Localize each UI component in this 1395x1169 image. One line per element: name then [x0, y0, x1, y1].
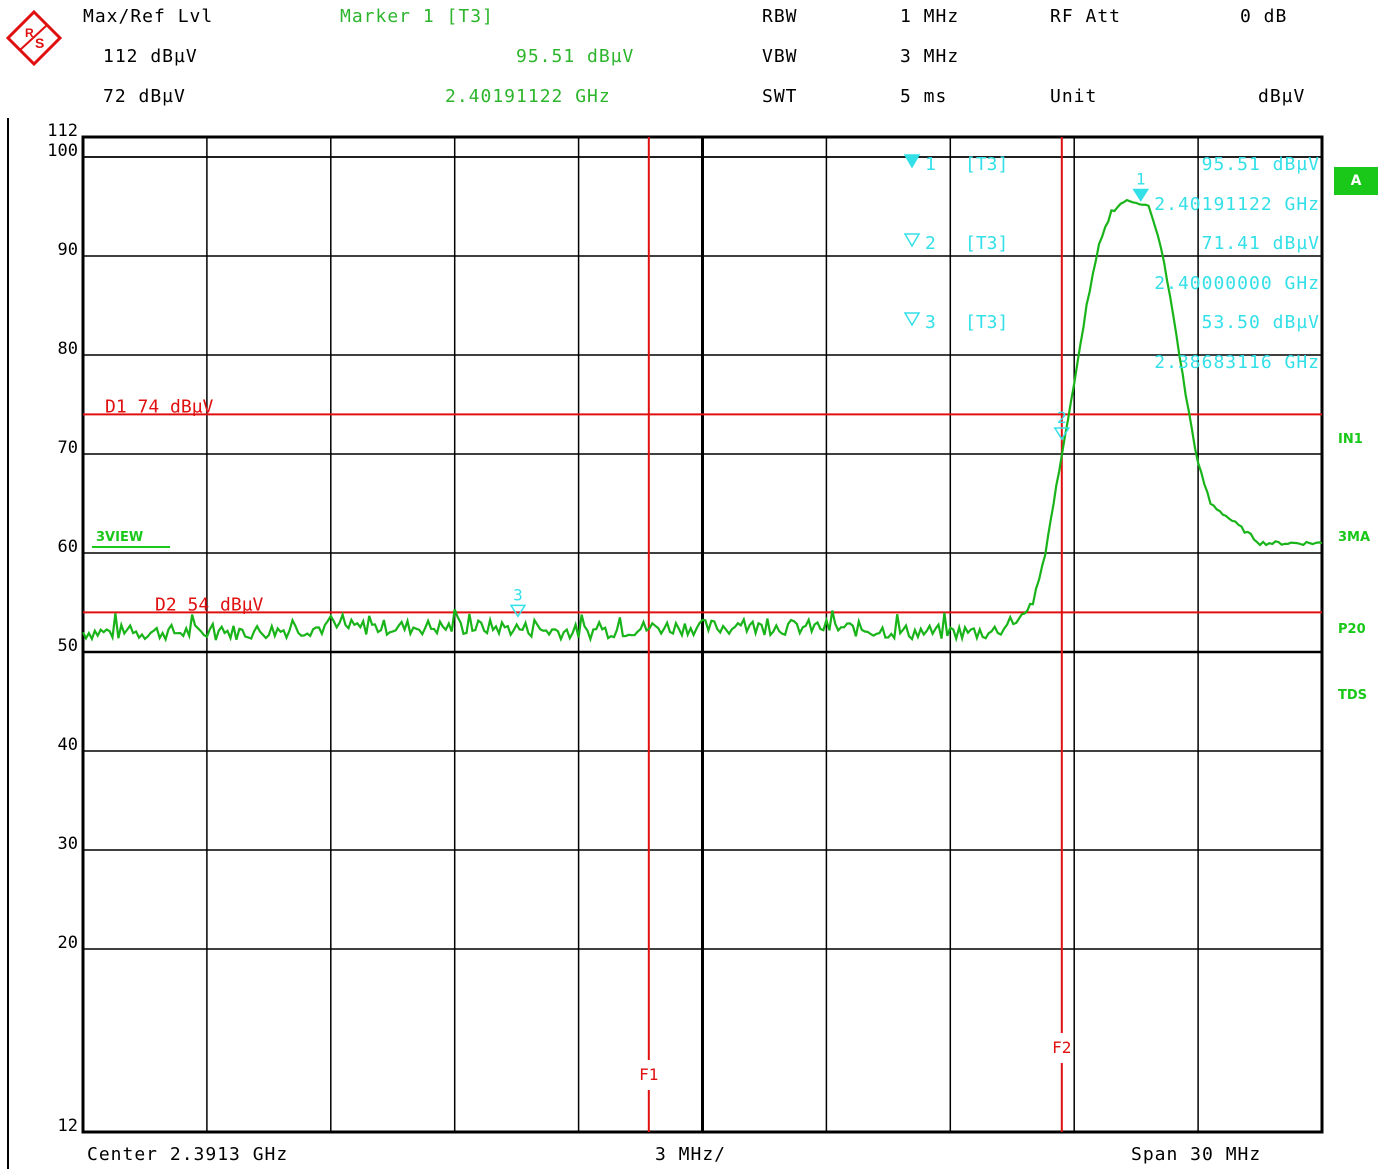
rf-att-value: 0 dB [1240, 6, 1288, 27]
marker-table-symbol [903, 154, 921, 169]
vbw-label: VBW [762, 46, 798, 67]
frequency-line-label: F1 [639, 1065, 658, 1084]
y-tick-label: 20 [58, 933, 78, 953]
swt-label: SWT [762, 86, 798, 107]
marker-table-tag: [T3] [965, 312, 1008, 333]
unit-label: Unit [1050, 86, 1098, 107]
marker-2-number: 2 [1057, 408, 1067, 427]
marker-frequency-value: 2.40191122 GHz [445, 86, 611, 107]
frequency-line-label: F2 [1052, 1038, 1071, 1057]
trace-a-badge: A [1334, 167, 1378, 195]
mode-label: 3MA [1338, 530, 1371, 545]
svg-text:S: S [35, 35, 44, 51]
input-label: IN1 [1338, 432, 1363, 447]
marker-table-frequency: 2.40000000 GHz [1154, 273, 1320, 294]
marker-table-level: 71.41 dBµV [1202, 233, 1320, 254]
marker-1-symbol [1132, 188, 1150, 202]
y-tick-label: 60 [58, 537, 78, 557]
marker-table-frequency: 2.38683116 GHz [1154, 352, 1320, 373]
ref-level-label: Max/Ref Lvl [83, 6, 214, 27]
vbw-value: 3 MHz [900, 46, 960, 67]
marker-3-symbol [509, 604, 527, 618]
tds-label: TDS [1338, 688, 1368, 703]
marker-table-level: 53.50 dBµV [1202, 312, 1320, 333]
marker-table-id: 3 [925, 312, 936, 333]
marker-table-symbol [903, 312, 921, 327]
span-per-division: 3 MHz/ [655, 1144, 727, 1165]
y-tick-label: 100 [47, 141, 78, 161]
ref-level-value: 112 dBµV [103, 46, 198, 67]
left-border-line [7, 118, 9, 1169]
trace-line [82, 198, 1323, 643]
center-frequency: Center 2.3913 GHz [87, 1144, 289, 1165]
marker-table-tag: [T3] [965, 154, 1008, 175]
marker-label: Marker 1 [T3] [340, 6, 494, 27]
marker-1-number: 1 [1136, 169, 1146, 188]
rf-att-label: RF Att [1050, 6, 1122, 27]
marker-table-frequency: 2.40191122 GHz [1154, 194, 1320, 215]
y-tick-label: 80 [58, 339, 78, 359]
swt-value: 5 ms [900, 86, 948, 107]
marker-table-id: 2 [925, 233, 936, 254]
span-value: Span 30 MHz [1131, 1144, 1262, 1165]
y-tick-label: 70 [58, 438, 78, 458]
rohde-schwarz-logo: R S [5, 9, 63, 70]
y-tick-label: 90 [58, 240, 78, 260]
display-line-label: D1 74 dBµV [105, 396, 214, 417]
marker-table-id: 1 [925, 154, 936, 175]
marker-table-symbol [903, 233, 921, 248]
y-tick-label: 30 [58, 834, 78, 854]
display-line-label: D2 54 dBµV [155, 594, 264, 615]
y-tick-label: 12 [58, 1116, 78, 1136]
marker-2-symbol [1053, 427, 1071, 441]
marker-table-tag: [T3] [965, 233, 1008, 254]
p20-label: P20 [1338, 622, 1366, 637]
y-tick-label: 112 [47, 121, 78, 141]
y-tick-label: 50 [58, 636, 78, 656]
marker-level-value: 95.51 dBµV [516, 46, 635, 67]
svg-text:R: R [25, 26, 34, 40]
marker-3-number: 3 [513, 585, 523, 604]
y-tick-label: 40 [58, 735, 78, 755]
marker-table-level: 95.51 dBµV [1202, 154, 1320, 175]
rbw-value: 1 MHz [900, 6, 960, 27]
unit-value: dBµV [1258, 86, 1306, 107]
trace-view-label: 3VIEW [96, 530, 143, 545]
ref-offset-value: 72 dBµV [103, 86, 186, 107]
rbw-label: RBW [762, 6, 798, 27]
